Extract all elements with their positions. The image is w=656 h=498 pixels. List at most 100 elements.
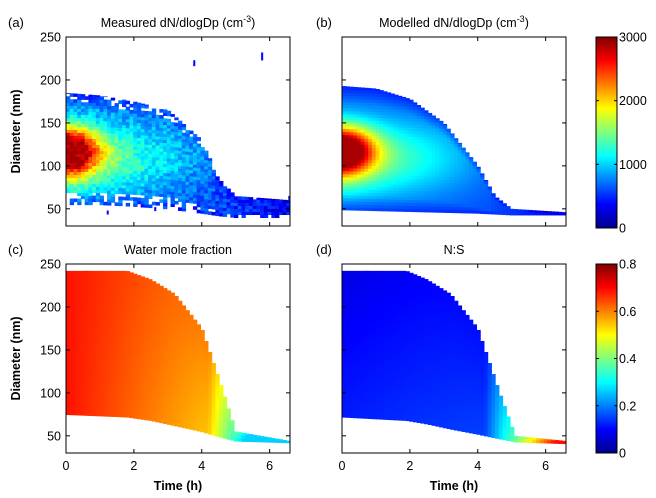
heatmap-cell	[364, 192, 369, 196]
heatmap-cell	[446, 167, 451, 171]
heatmap-cell	[133, 412, 138, 416]
heatmap-cell	[405, 106, 410, 110]
heatmap-cell	[144, 380, 149, 385]
heatmap-cell	[159, 130, 164, 134]
heatmap-cell	[371, 156, 377, 160]
heatmap-cell	[148, 111, 153, 115]
heatmap-cell	[356, 399, 362, 404]
heatmap-cell	[207, 181, 213, 185]
heatmap-cell	[412, 202, 418, 207]
heatmap-cell	[107, 407, 112, 411]
heatmap-cell	[159, 413, 164, 418]
heatmap-cell	[200, 365, 205, 370]
heatmap-cell	[170, 352, 175, 357]
heatmap-cell	[386, 198, 392, 203]
heatmap-cell	[66, 303, 71, 307]
heatmap-cell	[163, 288, 168, 292]
heatmap-cell	[468, 170, 474, 175]
heatmap-cell	[192, 188, 198, 192]
heatmap-cell	[122, 395, 127, 400]
heatmap-cell	[114, 181, 119, 185]
heatmap-cell	[480, 189, 485, 193]
heatmap-cell	[178, 369, 183, 374]
heatmap-cell	[178, 315, 183, 320]
heatmap-cell	[118, 353, 123, 358]
heatmap-cell	[155, 403, 160, 408]
heatmap-cell	[103, 201, 108, 206]
heatmap-cell	[148, 162, 153, 166]
heatmap-cell	[398, 187, 403, 191]
heatmap-cell	[151, 282, 157, 287]
heatmap-cell	[125, 320, 131, 325]
heatmap-cell	[196, 376, 201, 381]
heatmap-cell	[204, 153, 209, 158]
heatmap-cell	[398, 208, 403, 212]
heatmap-cell	[125, 287, 131, 292]
heatmap-cell	[129, 414, 134, 419]
heatmap-cell	[424, 130, 429, 135]
heatmap-cell	[360, 87, 365, 91]
heatmap-cell	[178, 345, 183, 350]
heatmap-cell	[80, 409, 86, 413]
heatmap-cell	[122, 317, 127, 322]
heatmap-cell	[196, 176, 201, 181]
heatmap-cell	[125, 380, 131, 385]
heatmap-cell	[245, 196, 250, 200]
heatmap-cell	[80, 285, 86, 290]
heatmap-cell	[189, 417, 194, 421]
heatmap-cell	[103, 141, 108, 146]
heatmap-cell	[356, 204, 362, 208]
heatmap-cell	[196, 137, 201, 142]
heatmap-cell	[77, 198, 82, 203]
heatmap-cell	[166, 121, 172, 126]
heatmap-cell	[155, 388, 160, 393]
heatmap-cell	[465, 194, 470, 199]
heatmap-cell	[77, 117, 82, 121]
heatmap-cell	[427, 166, 433, 171]
heatmap-cell	[286, 211, 290, 216]
heatmap-cell	[151, 309, 157, 314]
heatmap-cell	[386, 189, 392, 194]
heatmap-cell	[114, 392, 119, 397]
heatmap-cell	[174, 161, 179, 166]
heatmap-cell	[122, 296, 127, 301]
heatmap-cell	[263, 436, 269, 440]
heatmap-cell	[69, 282, 75, 286]
heatmap-cell	[178, 312, 183, 317]
heatmap-cell	[159, 151, 164, 155]
heatmap-cell	[353, 294, 358, 298]
heatmap-cell	[136, 137, 142, 142]
heatmap-cell	[439, 167, 444, 171]
heatmap-cell	[468, 203, 474, 208]
panel-label-d: (d)	[316, 242, 332, 257]
heatmap-cell	[446, 182, 451, 186]
heatmap-cell	[73, 342, 78, 347]
heatmap-cell	[207, 427, 213, 432]
heatmap-cell	[282, 199, 287, 203]
heatmap-cell	[189, 393, 194, 397]
heatmap-cell	[342, 311, 347, 316]
y-tick-label: 150	[40, 116, 61, 130]
heatmap-cell	[159, 383, 164, 388]
heatmap-cell	[66, 114, 71, 118]
heatmap-cell	[465, 200, 470, 205]
heatmap-cell	[226, 189, 231, 194]
heatmap-cell	[215, 200, 220, 205]
heatmap-cell	[133, 161, 138, 165]
heatmap-cell	[364, 189, 369, 193]
heatmap-cell	[345, 270, 351, 274]
heatmap-cell	[349, 170, 354, 175]
heatmap-cell	[114, 383, 119, 387]
heatmap-cell	[133, 415, 138, 419]
heatmap-cell	[140, 173, 145, 178]
heatmap-cell	[271, 438, 276, 440]
heatmap-cell	[379, 90, 384, 95]
heatmap-cell	[379, 144, 384, 149]
heatmap-cell	[103, 364, 108, 369]
heatmap-cell	[204, 354, 209, 359]
heatmap-cell	[383, 123, 388, 128]
heatmap-cell	[66, 369, 71, 373]
heatmap-cell	[420, 196, 425, 201]
heatmap-cell	[178, 372, 183, 377]
heatmap-cell	[136, 289, 142, 293]
